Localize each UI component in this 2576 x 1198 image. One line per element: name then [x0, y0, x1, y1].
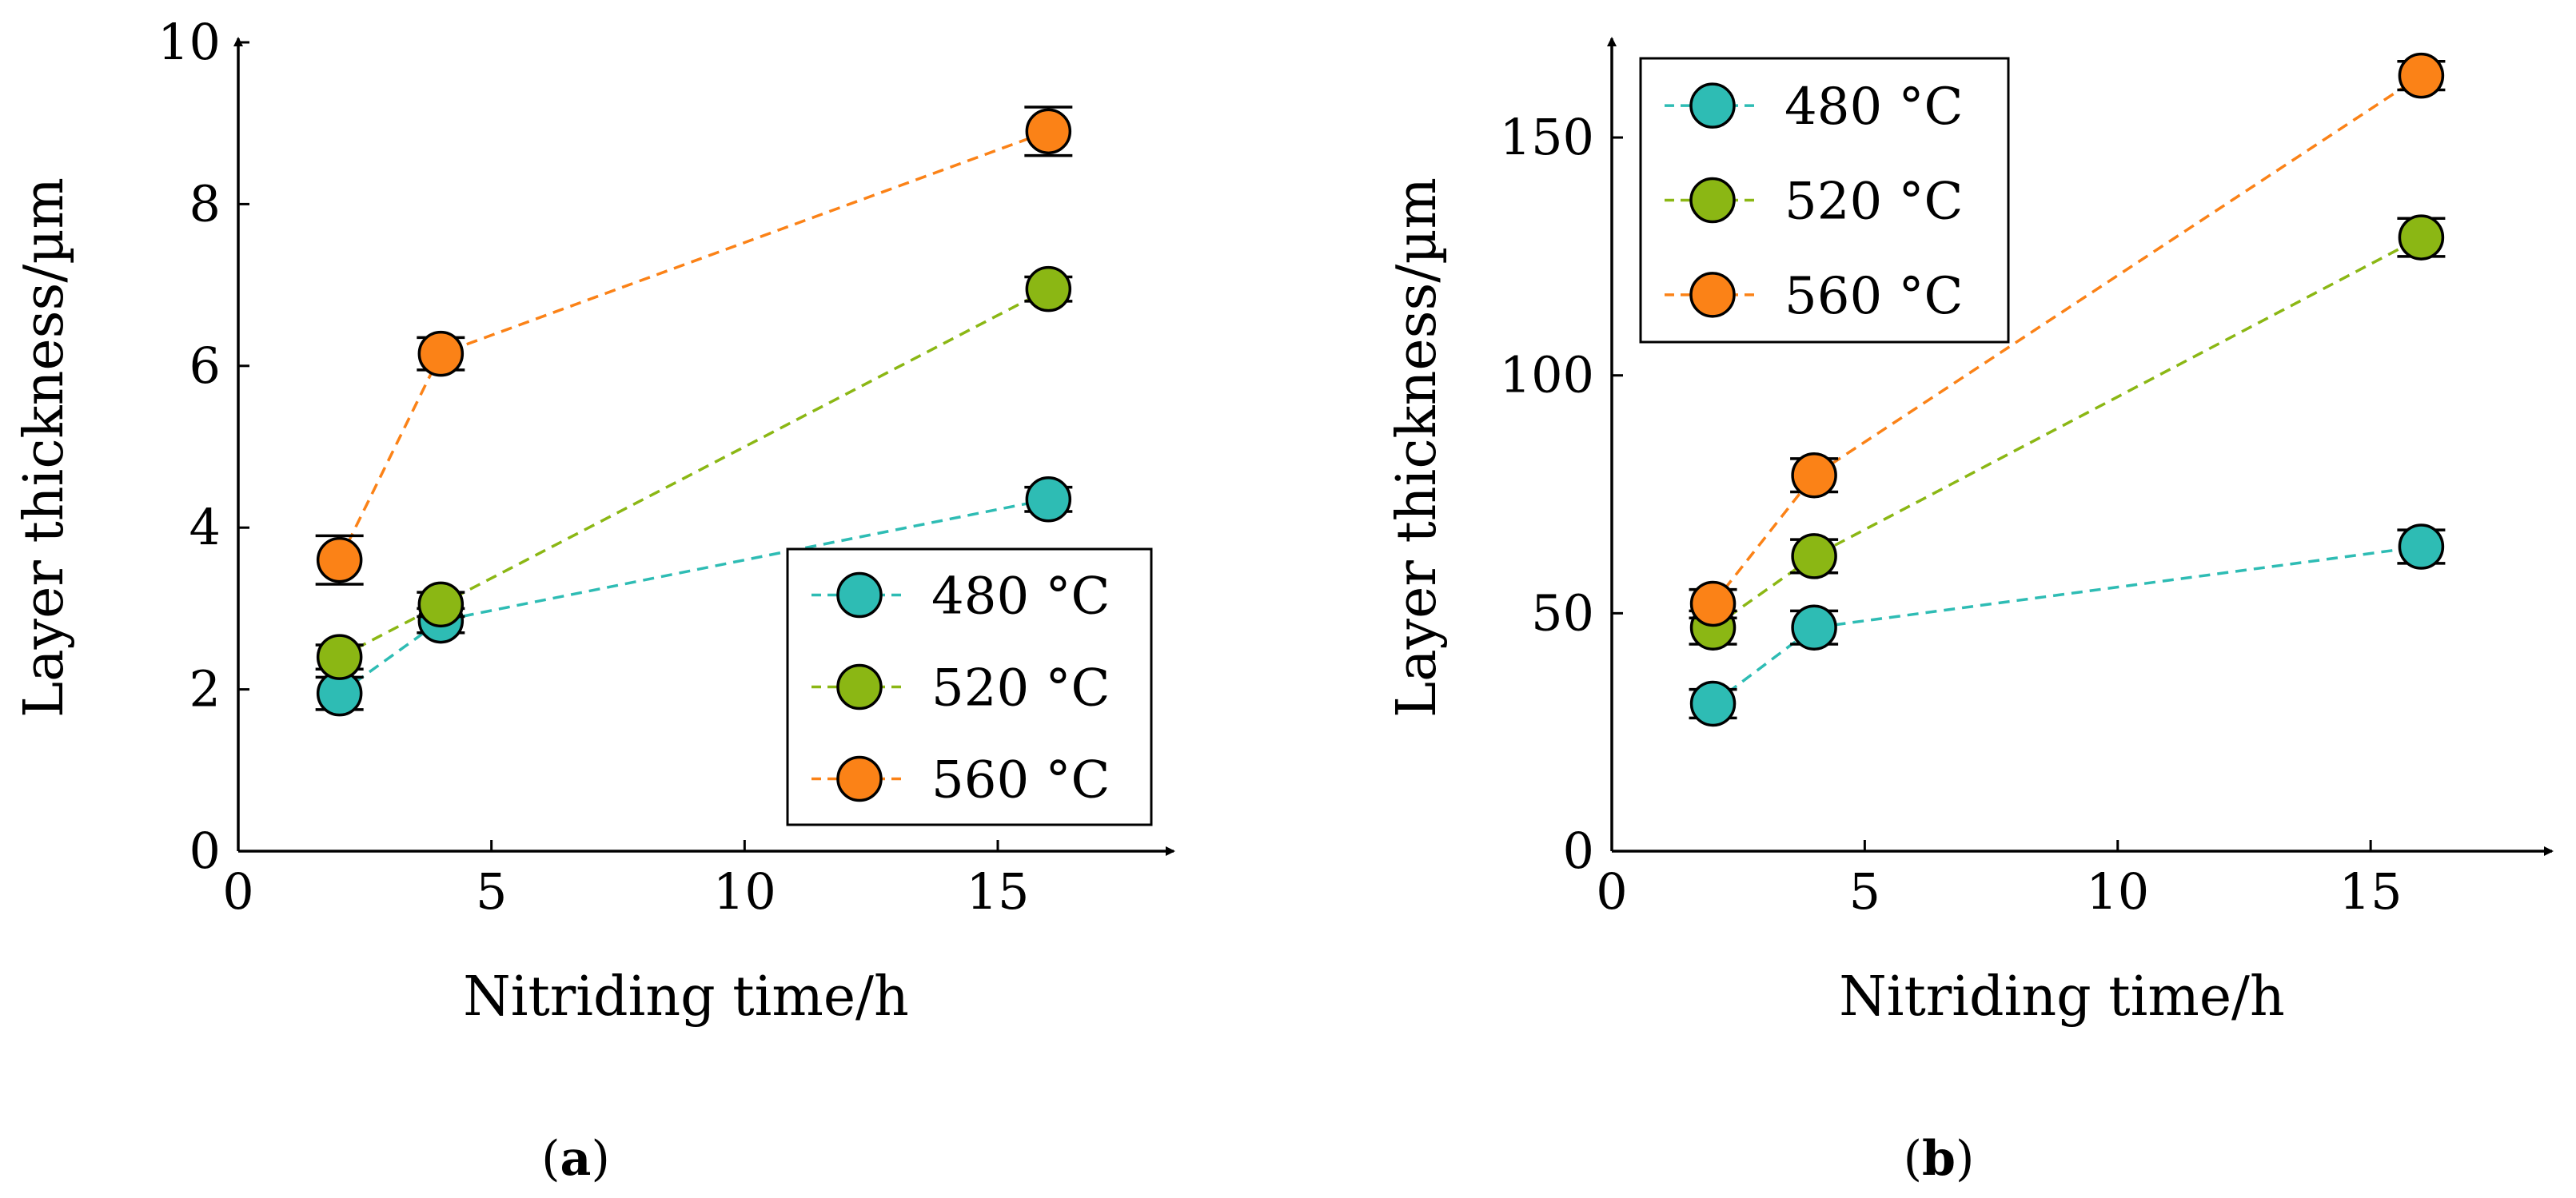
x-tick-label: 10: [2086, 862, 2149, 921]
data-point-480: [1791, 604, 1837, 651]
x-axis-title: Nitriding time/h: [1839, 965, 2285, 1029]
legend-marker-480: [836, 571, 883, 619]
data-point-520: [417, 581, 465, 628]
legend-label-520: 520 °C: [931, 659, 1110, 718]
data-point-520: [1025, 265, 1072, 312]
y-tick-label: 150: [1500, 108, 1594, 166]
y-tick-label: 10: [158, 13, 221, 71]
legend-marker-520: [1689, 177, 1736, 224]
y-tick-label: 0: [189, 822, 221, 880]
caption-b: (b): [1904, 1131, 1975, 1187]
series-line-560: [1712, 74, 2422, 605]
x-tick-label: 5: [1849, 862, 1880, 921]
data-point-560: [417, 330, 465, 377]
x-tick-label: 5: [476, 862, 507, 921]
legend-label-520: 520 °C: [1784, 173, 1963, 232]
data-point-480: [1025, 476, 1072, 523]
caption-a: (a): [541, 1131, 610, 1187]
legend-label-480: 480 °C: [1784, 78, 1963, 137]
data-point-560: [1791, 452, 1837, 499]
legend-label-560: 560 °C: [931, 751, 1110, 810]
data-point-520: [2398, 214, 2445, 261]
series-line-520: [1712, 236, 2422, 629]
x-tick-label: 15: [2339, 862, 2403, 921]
y-tick-label: 100: [1500, 346, 1594, 404]
data-point-480: [1689, 680, 1737, 727]
legend-marker-560: [1689, 272, 1736, 318]
x-axis-title: Nitriding time/h: [463, 965, 909, 1029]
data-point-560: [2398, 52, 2445, 99]
y-tick-label: 8: [189, 174, 221, 233]
legend-marker-520: [836, 663, 883, 710]
legend-marker-480: [1689, 82, 1736, 129]
data-point-520: [1791, 533, 1837, 579]
x-tick-label: 15: [967, 862, 1030, 921]
x-tick-label: 0: [1596, 862, 1627, 921]
x-tick-label: 10: [713, 862, 776, 921]
chart-panel-a: 0 5 10 15 0 2 4 6 8 10 Nitriding time/h Layer thick…: [13, 13, 1175, 1029]
data-point-560: [1025, 108, 1072, 155]
series-line-480: [1712, 545, 2422, 705]
data-point-560: [1689, 580, 1737, 627]
y-tick-label: 0: [1563, 822, 1594, 880]
y-axis-title: Layer thickness/µm: [13, 177, 76, 718]
data-point-560: [316, 536, 363, 583]
series-line-480: [338, 498, 1049, 695]
x-tick-label: 0: [222, 862, 253, 921]
data-point-520: [316, 634, 363, 680]
y-axis-title: Layer thickness/µm: [1386, 177, 1449, 718]
legend-marker-560: [836, 755, 883, 802]
legend-label-480: 480 °C: [931, 567, 1110, 627]
legend-label-560: 560 °C: [1784, 267, 1963, 326]
y-tick-label: 2: [189, 660, 221, 718]
y-tick-label: 50: [1531, 583, 1594, 642]
y-tick-label: 4: [189, 498, 221, 556]
data-point-480: [2398, 523, 2445, 570]
y-tick-label: 6: [189, 336, 221, 395]
